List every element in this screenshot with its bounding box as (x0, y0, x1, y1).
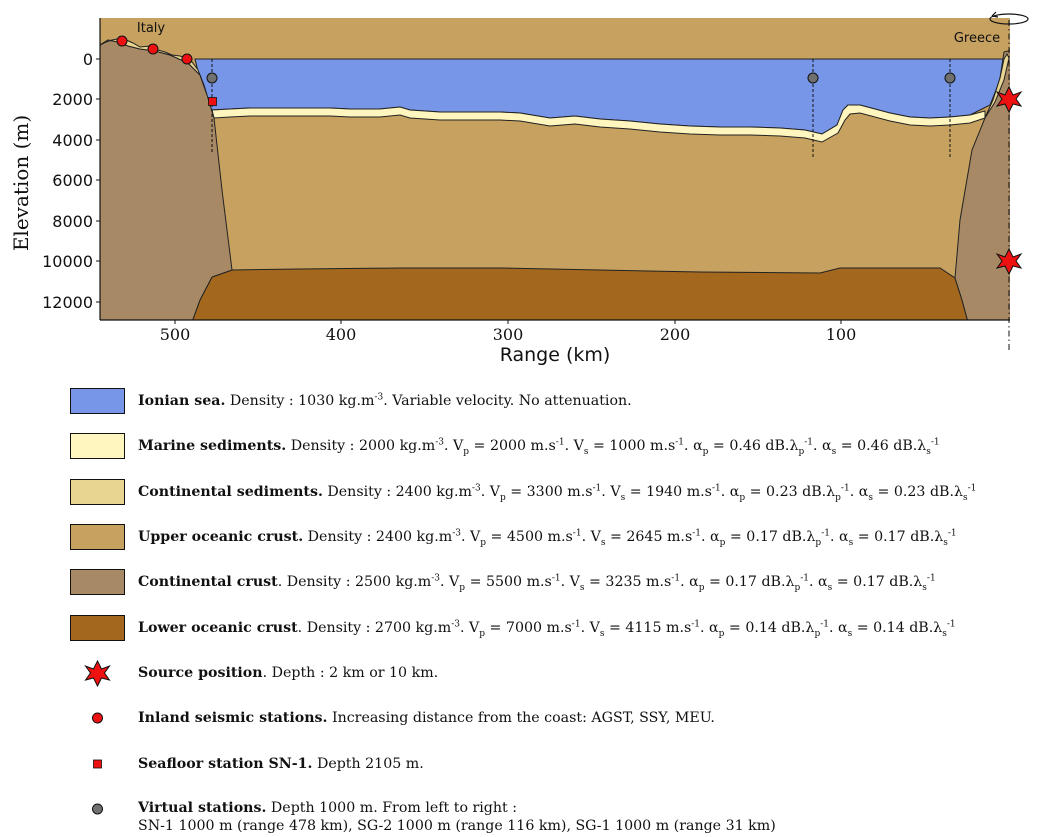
x-tick-label: 500 (160, 325, 191, 344)
legend-row-source: Source position. Depth : 2 km or 10 km. (0, 657, 1042, 689)
legend-row-seafloor-station: Seafloor station SN-1. Depth 2105 m. (0, 748, 1042, 780)
swatch-lower-oceanic-crust (70, 615, 125, 641)
y-tick-label: 6000 (52, 171, 93, 190)
legend-text: Source position. Depth : 2 km or 10 km. (138, 665, 439, 681)
y-tick-label: 4000 (52, 131, 93, 150)
legend-text: Continental crust. Density : 2500 kg.m-3… (138, 573, 936, 593)
star-icon (84, 659, 111, 688)
inland-station-marker (116, 35, 128, 47)
cross-section-diagram: 0 2000 4000 6000 8000 10000 12000 500 40… (9, 11, 1029, 366)
y-axis-label: Elevation (m) (9, 115, 33, 251)
legend-text: Continental sediments. Density : 2400 kg… (138, 483, 977, 503)
x-tick-label: 400 (326, 325, 357, 344)
virtual-station-marker (206, 72, 218, 84)
continental-sediments-right (984, 52, 1010, 119)
legend: Ionian sea. Density : 1030 kg.m-3. Varia… (0, 380, 1042, 837)
legend-text: Upper oceanic crust. Density : 2400 kg.m… (138, 528, 957, 548)
red-circle-icon (92, 712, 103, 724)
virtual-station-marker (944, 72, 956, 84)
legend-row-virtual-stations: Virtual stations. Depth 1000 m. From lef… (0, 793, 1042, 837)
label-italy: Italy (137, 21, 166, 36)
swatch-upper-oceanic-crust (70, 524, 125, 550)
y-tick-label: 12000 (42, 293, 93, 312)
virtual-station-marker (807, 72, 819, 84)
gray-circle-icon (92, 803, 103, 815)
legend-text: Lower oceanic crust. Density : 2700 kg.m… (138, 619, 956, 639)
legend-text: Virtual stations. Depth 1000 m. From lef… (138, 800, 518, 816)
lower-oceanic-crust-layer (192, 267, 968, 320)
y-tick-label: 2000 (52, 90, 93, 109)
inland-station-marker (181, 53, 193, 65)
legend-text: Inland seismic stations. Increasing dist… (138, 710, 715, 726)
seafloor-station-marker (208, 97, 217, 106)
swatch-continental-crust (70, 569, 125, 595)
legend-row-upper-oceanic-crust: Upper oceanic crust. Density : 2400 kg.m… (0, 521, 1042, 553)
legend-text: Ionian sea. Density : 1030 kg.m-3. Varia… (138, 392, 632, 409)
y-tick-label: 0 (83, 50, 93, 69)
swatch-marine-sediments (70, 433, 125, 459)
legend-row-ionian-sea: Ionian sea. Density : 1030 kg.m-3. Varia… (0, 385, 1042, 417)
y-tick-label: 10000 (42, 252, 93, 271)
swatch-continental-sediments (70, 479, 125, 505)
source-star-10km (995, 247, 1023, 276)
legend-row-continental-sediments: Continental sediments. Density : 2400 kg… (0, 476, 1042, 508)
legend-row-lower-oceanic-crust: Lower oceanic crust. Density : 2700 kg.m… (0, 612, 1042, 644)
red-square-icon (93, 759, 102, 769)
label-greece: Greece (954, 31, 1000, 46)
x-tick-label: 300 (493, 325, 524, 344)
legend-row-marine-sediments: Marine sediments. Density : 2000 kg.m-3.… (0, 430, 1042, 462)
x-axis-label: Range (km) (500, 344, 611, 366)
x-tick-label: 100 (826, 325, 857, 344)
inland-station-marker (147, 43, 159, 55)
swatch-ionian-sea (70, 388, 125, 414)
source-star-2km (995, 85, 1023, 114)
y-tick-label: 8000 (52, 212, 93, 231)
legend-text: Seafloor station SN-1. Depth 2105 m. (138, 756, 424, 772)
x-tick-label: 200 (660, 325, 691, 344)
legend-text: Marine sediments. Density : 2000 kg.m-3.… (138, 437, 940, 457)
rotation-icon (989, 11, 1029, 25)
legend-text-line2: SN-1 1000 m (range 478 km), SG-2 1000 m … (138, 818, 776, 834)
legend-row-continental-crust: Continental crust. Density : 2500 kg.m-3… (0, 566, 1042, 598)
legend-row-inland-stations: Inland seismic stations. Increasing dist… (0, 702, 1042, 734)
